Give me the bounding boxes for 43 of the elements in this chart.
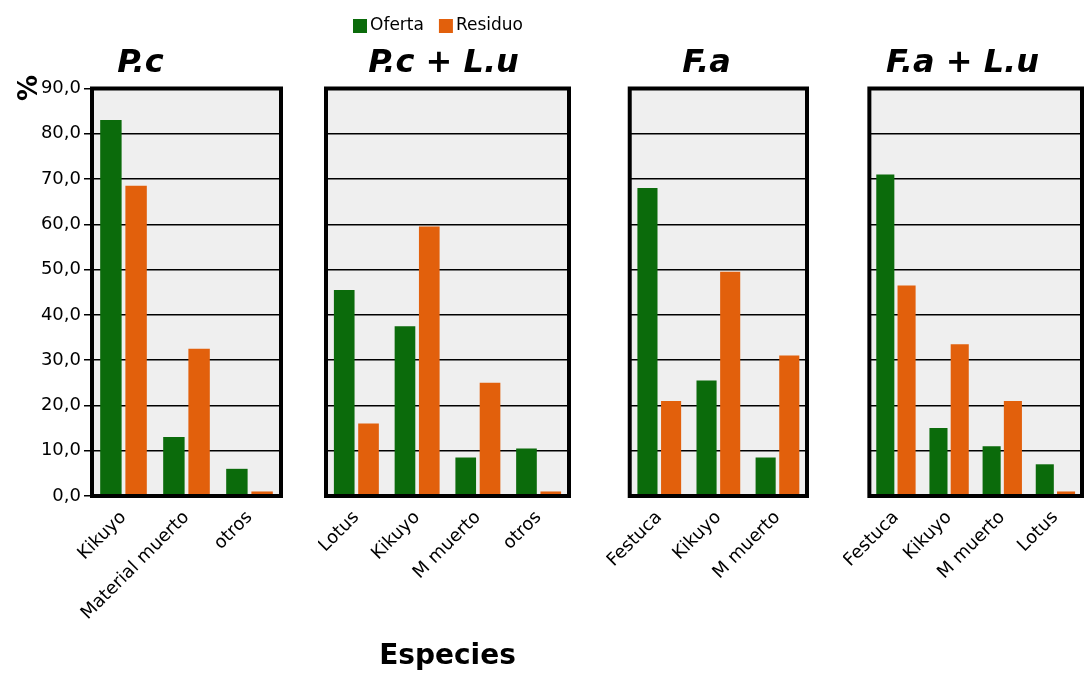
y-tick-label: 60,0 [40, 211, 81, 233]
y-axis-title: % [12, 74, 43, 102]
bar [226, 468, 248, 496]
chart-title: F.a [682, 41, 731, 80]
y-tick-label: 30,0 [40, 347, 81, 369]
bar [358, 423, 379, 496]
bar [394, 326, 416, 496]
bar [696, 380, 717, 496]
bar [188, 348, 210, 496]
bar [637, 188, 658, 496]
legend-label: Residuo [455, 14, 523, 35]
bar [720, 271, 741, 496]
y-tick-label: 40,0 [40, 302, 81, 324]
chart-title: P.c + L.u [368, 41, 519, 80]
y-tick-label: 50,0 [40, 257, 81, 279]
bar [100, 120, 122, 496]
bar [876, 174, 895, 496]
bar [479, 382, 501, 496]
bar [929, 428, 948, 496]
bar [455, 457, 477, 496]
bar [982, 446, 1001, 496]
bar [333, 289, 355, 496]
bar [779, 355, 800, 496]
x-axis-title: Especies [379, 638, 516, 672]
chart-title: F.a + L.u [886, 41, 1039, 80]
bar [163, 437, 185, 496]
legend-label: Oferta [370, 14, 424, 35]
bar [755, 457, 776, 496]
y-tick-label: 80,0 [40, 121, 81, 143]
y-tick-label: 10,0 [40, 438, 81, 460]
bar [897, 285, 916, 496]
y-tick-label: 0,0 [52, 483, 81, 505]
bar [1003, 400, 1022, 496]
chart-title: P.c [117, 41, 164, 80]
y-tick-label: 90,0 [40, 76, 81, 98]
bar [418, 226, 440, 496]
bar [950, 344, 969, 496]
bar [516, 448, 537, 496]
bar [661, 400, 682, 496]
y-tick-label: 20,0 [40, 393, 81, 415]
bar [1035, 464, 1054, 496]
y-tick-label: 70,0 [40, 166, 81, 188]
bar [125, 185, 147, 496]
